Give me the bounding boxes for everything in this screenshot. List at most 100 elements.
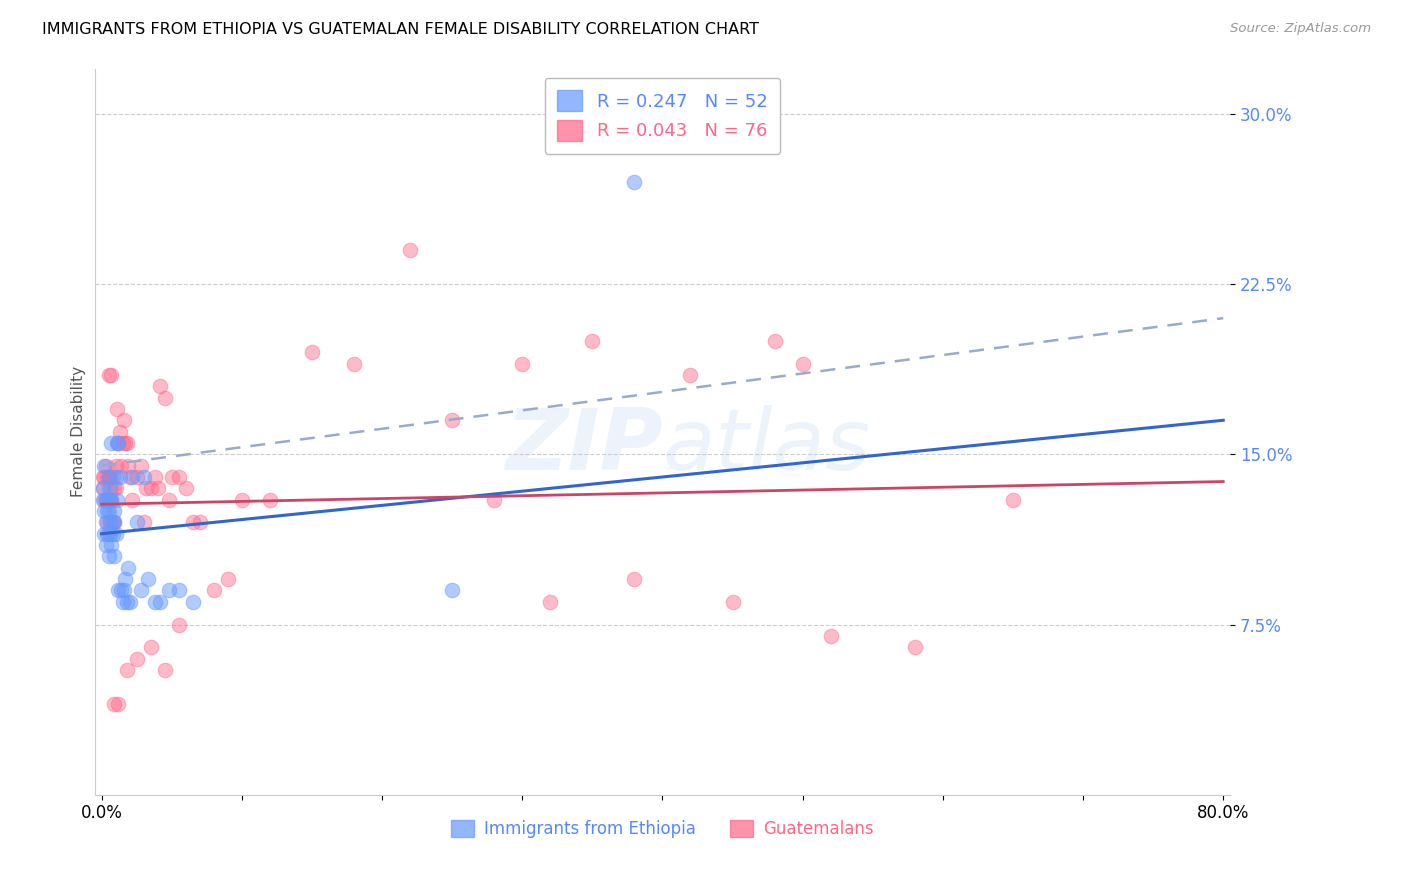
Point	[399, 243, 422, 257]
Point	[103, 516, 125, 530]
Point	[343, 357, 366, 371]
Point	[153, 663, 176, 677]
Point	[98, 516, 121, 530]
Point	[149, 595, 172, 609]
Point	[259, 492, 281, 507]
Point	[139, 481, 162, 495]
Point	[93, 470, 115, 484]
Point	[91, 492, 114, 507]
Point	[117, 458, 139, 473]
Point	[93, 526, 115, 541]
Point	[103, 516, 125, 530]
Point	[139, 640, 162, 655]
Point	[114, 572, 136, 586]
Legend: Immigrants from Ethiopia, Guatemalans: Immigrants from Ethiopia, Guatemalans	[444, 813, 880, 845]
Point	[98, 526, 121, 541]
Point	[108, 470, 131, 484]
Point	[96, 492, 118, 507]
Point	[121, 492, 143, 507]
Point	[103, 697, 125, 711]
Point	[143, 595, 166, 609]
Point	[121, 470, 143, 484]
Point	[97, 470, 120, 484]
Point	[623, 572, 645, 586]
Point	[157, 583, 180, 598]
Point	[792, 357, 814, 371]
Point	[98, 492, 121, 507]
Point	[110, 583, 132, 598]
Point	[96, 470, 118, 484]
Point	[129, 583, 152, 598]
Point	[143, 470, 166, 484]
Point	[107, 436, 129, 450]
Point	[105, 436, 128, 450]
Point	[160, 470, 183, 484]
Point	[108, 425, 131, 439]
Point	[94, 458, 117, 473]
Point	[96, 504, 118, 518]
Point	[97, 492, 120, 507]
Point	[136, 572, 159, 586]
Point	[100, 492, 122, 507]
Point	[441, 413, 464, 427]
Point	[581, 334, 603, 348]
Point	[202, 583, 225, 598]
Point	[100, 368, 122, 382]
Point	[104, 458, 127, 473]
Point	[167, 470, 190, 484]
Point	[115, 663, 138, 677]
Point	[181, 595, 204, 609]
Point	[100, 538, 122, 552]
Point	[100, 492, 122, 507]
Point	[93, 504, 115, 518]
Point	[101, 526, 124, 541]
Point	[96, 516, 118, 530]
Point	[94, 492, 117, 507]
Point	[91, 481, 114, 495]
Point	[538, 595, 561, 609]
Point	[174, 481, 197, 495]
Point	[104, 481, 127, 495]
Y-axis label: Female Disability: Female Disability	[72, 366, 86, 497]
Point	[125, 651, 148, 665]
Point	[101, 470, 124, 484]
Point	[820, 629, 842, 643]
Point	[91, 470, 114, 484]
Point	[101, 516, 124, 530]
Point	[93, 492, 115, 507]
Point	[125, 516, 148, 530]
Point	[125, 470, 148, 484]
Point	[146, 481, 169, 495]
Point	[105, 492, 128, 507]
Point	[97, 504, 120, 518]
Point	[129, 458, 152, 473]
Point	[93, 458, 115, 473]
Point	[97, 549, 120, 564]
Text: Source: ZipAtlas.com: Source: ZipAtlas.com	[1230, 22, 1371, 36]
Text: IMMIGRANTS FROM ETHIOPIA VS GUATEMALAN FEMALE DISABILITY CORRELATION CHART: IMMIGRANTS FROM ETHIOPIA VS GUATEMALAN F…	[42, 22, 759, 37]
Point	[105, 401, 128, 416]
Point	[117, 561, 139, 575]
Point	[157, 492, 180, 507]
Point	[111, 436, 134, 450]
Point	[1001, 492, 1024, 507]
Point	[217, 572, 239, 586]
Point	[301, 345, 323, 359]
Point	[135, 481, 157, 495]
Point	[167, 583, 190, 598]
Point	[94, 516, 117, 530]
Point	[132, 516, 155, 530]
Point	[104, 470, 127, 484]
Point	[96, 526, 118, 541]
Text: ZIP: ZIP	[505, 405, 662, 488]
Point	[103, 549, 125, 564]
Point	[441, 583, 464, 598]
Point	[94, 538, 117, 552]
Point	[101, 516, 124, 530]
Point	[112, 583, 135, 598]
Point	[100, 436, 122, 450]
Point	[107, 583, 129, 598]
Point	[153, 391, 176, 405]
Point	[104, 526, 127, 541]
Point	[763, 334, 786, 348]
